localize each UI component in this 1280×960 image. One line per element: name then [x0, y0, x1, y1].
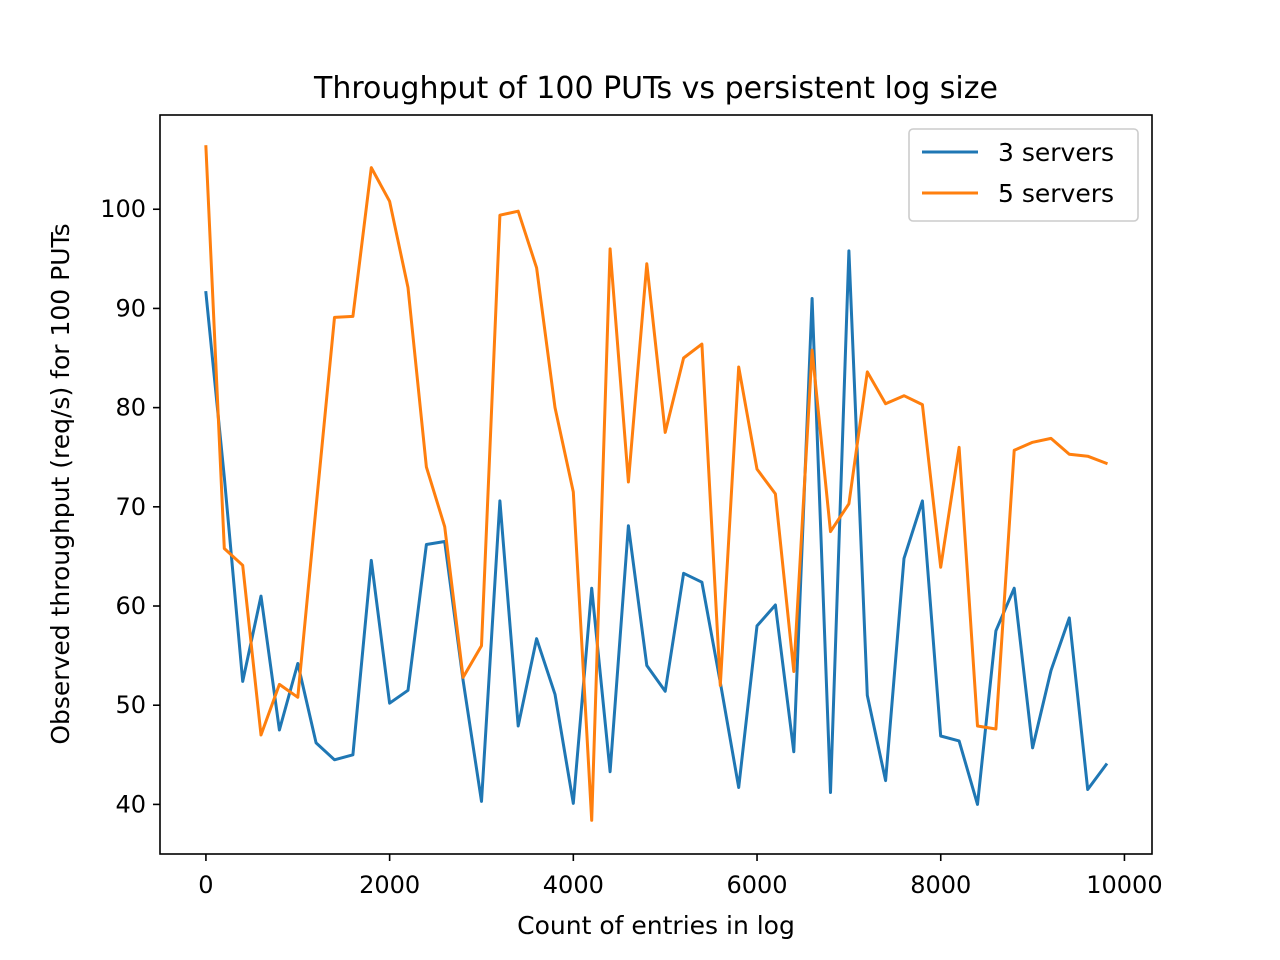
series-layer	[204, 145, 1109, 822]
plot-area	[159, 114, 1153, 855]
y-axis-label: Observed throughput (req/s) for 100 PUTs	[46, 223, 75, 744]
x-tick-label: 8000	[910, 871, 971, 899]
x-axis: 0 2000 4000 6000 8000 10000	[198, 854, 1163, 899]
x-tick-label: 2000	[359, 871, 420, 899]
y-axis: 40 50 60 70 80 90 100	[100, 195, 160, 818]
y-tick-label: 70	[115, 493, 146, 521]
axes-frame	[159, 114, 1153, 855]
legend-label-2: 5 servers	[998, 179, 1114, 208]
chart-title: Throughput of 100 PUTs vs persistent log…	[313, 71, 998, 106]
legend-label-1: 3 servers	[998, 138, 1114, 167]
y-tick-label: 80	[115, 394, 146, 422]
legend: 3 servers 5 servers	[908, 128, 1139, 222]
series-line-2	[204, 145, 1109, 822]
x-tick-label: 6000	[726, 871, 787, 899]
x-tick-label: 0	[198, 871, 213, 899]
y-tick-label: 90	[115, 294, 146, 322]
x-tick-label: 10000	[1086, 871, 1162, 899]
y-tick-label: 40	[115, 790, 146, 818]
y-tick-label: 100	[100, 195, 146, 223]
y-tick-label: 50	[115, 691, 146, 719]
y-tick-label: 60	[115, 592, 146, 620]
series-line-1	[204, 249, 1109, 806]
x-axis-label: Count of entries in log	[517, 911, 795, 940]
x-tick-label: 4000	[543, 871, 604, 899]
